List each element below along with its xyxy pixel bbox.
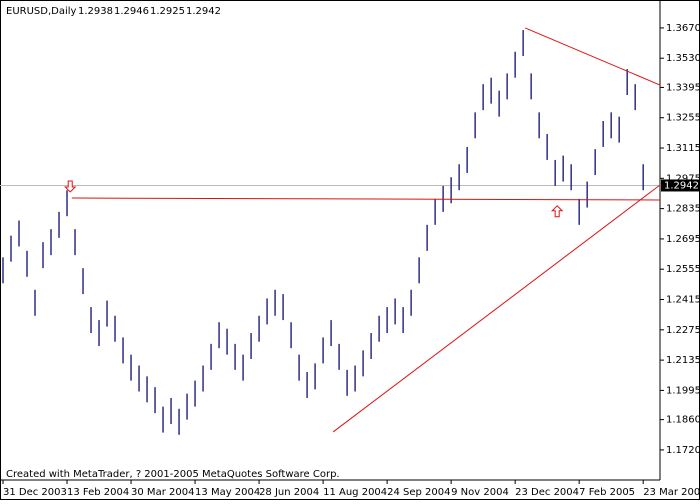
y-tick-label: 1.2415 — [666, 295, 700, 306]
y-tick-label: 1.1995 — [666, 385, 700, 396]
quote-open: 1.2938 — [78, 6, 113, 17]
trendline — [332, 184, 661, 433]
footer: Created with MetaTrader, ? 2001-2005 Met… — [6, 469, 340, 480]
y-tick-label: 1.3395 — [666, 82, 700, 93]
y-tick-label: 1.1860 — [666, 415, 700, 426]
trendline — [524, 27, 661, 86]
arrow — [64, 180, 77, 193]
x-tick-label: 11 Aug 2004 — [323, 487, 387, 498]
arrow — [550, 205, 564, 218]
x-tick-label: 28 Jun 2004 — [259, 487, 319, 498]
x-tick-label: 30 Mar 2004 — [131, 487, 194, 498]
quote-high: 1.2946 — [114, 6, 149, 17]
symbol: EURUSD,Daily — [6, 6, 77, 17]
x-tick-label: 13 May 2004 — [195, 487, 260, 498]
current-price-box — [661, 179, 699, 192]
y-tick-label: 1.2695 — [666, 234, 700, 245]
x-tick-label: 23 Dec 2004 — [515, 487, 579, 498]
x-tick-label: 23 Mar 2005 — [643, 487, 700, 498]
y-tick-label: 1.2135 — [666, 355, 700, 366]
trendline — [71, 197, 661, 201]
quote-low: 1.2925 — [150, 6, 185, 17]
y-tick-label: 1.3255 — [666, 113, 700, 124]
x-tick-label: 13 Feb 2004 — [67, 487, 129, 498]
y-tick-label: 1.3115 — [666, 143, 700, 154]
y-tick-label: 1.2275 — [666, 325, 700, 336]
y-tick-label: 1.3670 — [666, 23, 700, 34]
y-tick-label: 1.2975 — [666, 173, 700, 184]
x-tick-label: 9 Nov 2004 — [451, 487, 509, 498]
y-tick-label: 1.3530 — [666, 53, 700, 64]
y-tick-label: 1.1720 — [666, 445, 700, 456]
current-price-label: 1.2942 — [664, 180, 699, 191]
x-tick-label: 31 Dec 2003 — [3, 487, 67, 498]
y-tick-label: 1.2555 — [666, 264, 700, 275]
y-tick-label: 1.2835 — [666, 204, 700, 215]
quote-close: 1.2942 — [186, 6, 221, 17]
x-tick-label: 24 Sep 2004 — [387, 487, 450, 498]
x-tick-label: 7 Feb 2005 — [579, 487, 635, 498]
